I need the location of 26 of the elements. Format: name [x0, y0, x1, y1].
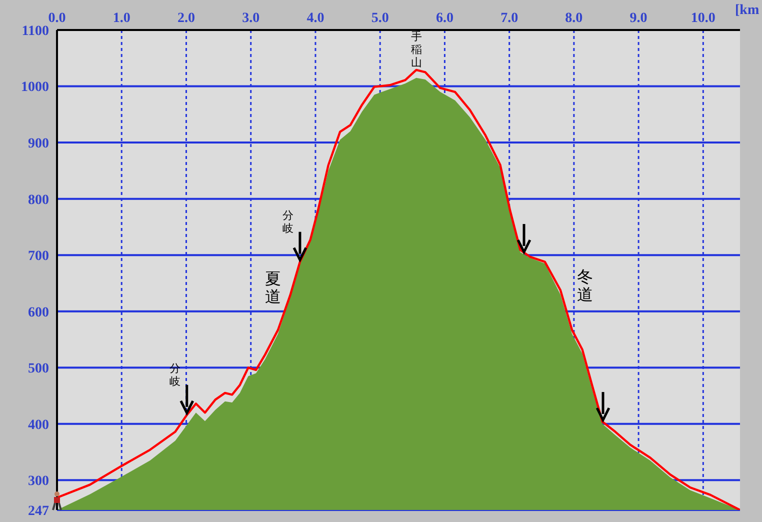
- y-tick-label: 500: [28, 362, 49, 377]
- y-tick-label: 900: [28, 136, 49, 152]
- x-tick-label: 0.0: [48, 11, 66, 26]
- y-tick-label: 1000: [21, 80, 49, 96]
- y-tick-label: 800: [28, 192, 49, 208]
- annotation: 冬道: [577, 267, 594, 304]
- x-tick-label: 1.0: [112, 11, 130, 26]
- x-tick-label: 5.0: [371, 11, 389, 26]
- x-tick-label: 7.0: [500, 11, 518, 26]
- x-tick-label: 4.0: [306, 11, 324, 26]
- x-tick-label: 8.0: [565, 11, 583, 26]
- annotation: 夏道: [265, 269, 282, 306]
- y-tick-label: 600: [28, 305, 49, 320]
- x-axis-title: [km: [735, 3, 760, 19]
- x-tick-label: 3.0: [242, 11, 260, 26]
- y-tick-label: 400: [28, 418, 49, 433]
- x-tick-label: 10.0: [690, 11, 716, 26]
- annotation: 分岐: [282, 208, 294, 235]
- y-tick-label: 700: [28, 249, 49, 264]
- y-tick-label: 300: [28, 474, 49, 490]
- x-tick-label: 6.0: [436, 11, 454, 26]
- y-tick-label: 247: [28, 504, 49, 519]
- annotation: 手稲山: [410, 30, 422, 69]
- x-tick-label: 9.0: [630, 11, 648, 26]
- y-tick-label: 1100: [22, 24, 49, 39]
- x-tick-label: 2.0: [177, 11, 195, 26]
